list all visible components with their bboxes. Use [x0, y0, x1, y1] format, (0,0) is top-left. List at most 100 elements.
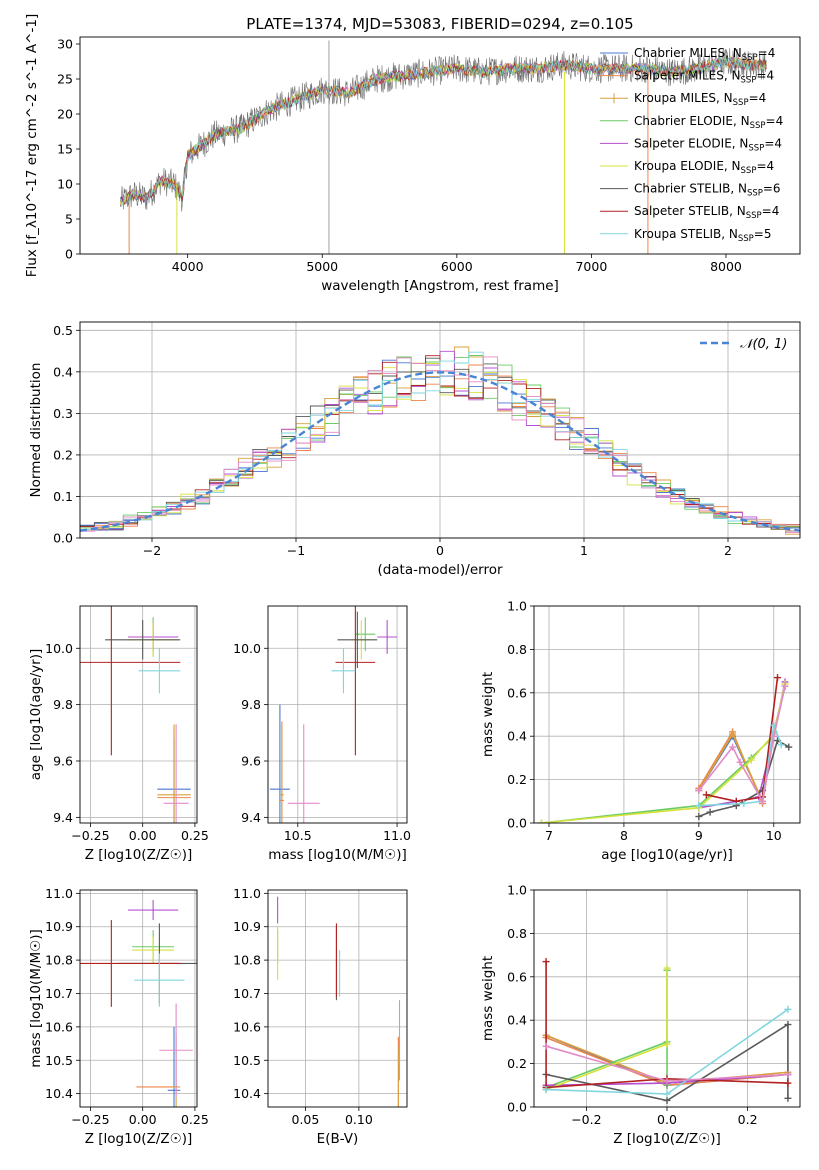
- figure-title: PLATE=1374, MJD=53083, FIBERID=0294, z=0…: [246, 15, 633, 33]
- x-tick-label: 7000: [575, 259, 607, 274]
- x-axis-label: Z [log10(Z/Z☉)]: [613, 1131, 721, 1147]
- legend-label: Kroupa MILES, NSSP=4: [634, 91, 766, 108]
- x-tick-label: −0.25: [71, 1112, 109, 1127]
- y-tick-label: 0.0: [507, 1100, 527, 1115]
- x-axis-label: mass [log10(M/M☉)]: [268, 847, 407, 863]
- y-tick-label: 15: [57, 142, 73, 157]
- y-tick-label: 10.4: [45, 1086, 73, 1101]
- mass_vs_ebv-frame: [267, 889, 408, 1108]
- x-tick-label: 0.25: [181, 828, 209, 843]
- y-tick-label: 10.6: [233, 1019, 261, 1034]
- y-tick-label: 9.4: [53, 810, 73, 825]
- y-tick-label: 9.6: [241, 754, 261, 769]
- legend-label: Salpeter ELODIE, NSSP=4: [634, 136, 782, 153]
- x-tick-label: 7: [545, 828, 553, 843]
- x-tick-label: 10: [766, 828, 782, 843]
- weight-series-line: [545, 961, 788, 1089]
- age_vs_mass-frame: [267, 605, 408, 824]
- x-tick-label: 0.2: [738, 1112, 758, 1127]
- weight-series-line: [545, 970, 668, 1089]
- y-tick-label: 0.6: [507, 685, 527, 700]
- legend-label: Chabrier ELODIE, NSSP=4: [634, 114, 783, 131]
- y-tick-label: 10.7: [45, 986, 73, 1001]
- x-tick-label: 10.5: [284, 828, 312, 843]
- x-tick-label: −1: [287, 543, 305, 558]
- x-tick-label: 2: [724, 543, 732, 558]
- age_vs_Z-frame: [79, 605, 198, 824]
- y-tick-label: 10.5: [233, 1053, 261, 1068]
- histogram-legend: 𝒩(0, 1): [700, 337, 787, 352]
- x-tick-label: 9: [695, 828, 703, 843]
- spectrum-frame: [79, 36, 801, 255]
- y-tick-label: 0.2: [53, 447, 73, 462]
- x-axis-label: Z [log10(Z/Z☉)]: [85, 847, 193, 863]
- y-tick-label: 10.6: [45, 1019, 73, 1034]
- y-axis-label: mass weight: [480, 672, 496, 757]
- y-tick-label: 30: [57, 37, 73, 52]
- x-tick-label: 0.05: [292, 1112, 320, 1127]
- mass_vs_ebv-points: [277, 896, 401, 1107]
- x-tick-label: 8: [620, 828, 628, 843]
- y-tick-label: 10.4: [233, 1086, 261, 1101]
- x-tick-label: 4000: [172, 259, 204, 274]
- x-tick-label: 0.25: [181, 1112, 209, 1127]
- x-tick-label: 0.10: [345, 1112, 373, 1127]
- weight_vs_age-frame: [533, 605, 801, 824]
- x-axis-label: age [log10(age/yr)]: [601, 847, 733, 863]
- legend-label: Kroupa ELODIE, NSSP=4: [634, 159, 774, 176]
- spectrum-lines: [120, 40, 767, 254]
- y-tick-label: 0.2: [507, 772, 527, 787]
- weight-series-line: [545, 968, 668, 1091]
- y-tick-label: 10.5: [45, 1053, 73, 1068]
- y-tick-label: 10.9: [233, 919, 261, 934]
- x-tick-label: 0: [436, 543, 444, 558]
- y-tick-label: 0.6: [507, 969, 527, 984]
- y-tick-label: 0.0: [507, 816, 527, 831]
- x-tick-label: 11.0: [383, 828, 411, 843]
- mass_vs_ebv-axes: 0.05 0.10 10.4 10.5 10.6 10.7 10.8 10.9 11.0 E(B-…: [233, 886, 407, 1147]
- x-axis-label: (data-model)/error: [377, 562, 503, 578]
- y-tick-label: 20: [57, 107, 73, 122]
- legend-label: Chabrier MILES, NSSP=4: [634, 46, 775, 63]
- histogram-steps: [80, 346, 800, 535]
- residual_hist-axes: −2 −1 0 1 2 0.0 0.1 0.2 0.3 0.4 0.5 (data-model)/er…: [28, 322, 800, 578]
- x-axis-label: Z [log10(Z/Z☉)]: [85, 1131, 193, 1147]
- y-tick-label: 0.5: [53, 323, 73, 338]
- y-axis-label: Flux [f_λ10^-17 erg cm^-2 s^-1 A^-1]: [24, 14, 40, 277]
- y-tick-label: 10.7: [233, 986, 261, 1001]
- y-axis-label: mass [log10(M/M☉)]: [28, 929, 44, 1068]
- weight_vs_Z-lines: [542, 958, 792, 1104]
- x-tick-label: −0.25: [71, 828, 109, 843]
- y-tick-label: 0.1: [53, 489, 73, 504]
- age_vs_Z-axes: −0.25 0.00 0.25 9.4 9.6 9.8 10.0 Z [log10(Z/Z☉)…: [28, 606, 209, 863]
- x-tick-label: 6000: [441, 259, 473, 274]
- y-tick-label: 9.8: [241, 697, 261, 712]
- x-tick-label: −2: [143, 543, 161, 558]
- y-tick-label: 0.8: [507, 642, 527, 657]
- histogram-series: [80, 351, 800, 531]
- gaussian-curve: [80, 371, 800, 532]
- x-axis-label: wavelength [Angstrom, rest frame]: [321, 278, 559, 294]
- weight-series-line: [545, 1023, 789, 1102]
- x-tick-label: 0.0: [657, 1112, 677, 1127]
- y-tick-label: 10.8: [233, 953, 261, 968]
- y-tick-label: 0.3: [53, 406, 73, 421]
- y-tick-label: 0.4: [507, 729, 527, 744]
- x-tick-label: 1: [580, 543, 588, 558]
- age_vs_mass-axes: 10.5 11.0 9.4 9.6 9.8 10.0 mass [log10(M/M☉)]: [233, 606, 411, 863]
- weight-series-line: [706, 677, 779, 803]
- legend-label: 𝒩(0, 1): [740, 337, 787, 352]
- x-tick-label: −0.2: [571, 1112, 601, 1127]
- x-tick-label: 5000: [306, 259, 338, 274]
- y-tick-label: 9.8: [53, 697, 73, 712]
- y-tick-label: 10.8: [45, 953, 73, 968]
- mass_vs_Z-points: [80, 900, 197, 1107]
- mass_vs_Z-axes: −0.25 0.00 0.25 10.4 10.5 10.6 10.7 10.8 10.9 11.…: [28, 886, 209, 1147]
- spectrum-model-line: [120, 56, 767, 207]
- y-tick-label: 0: [65, 247, 73, 262]
- histogram-frame: [79, 321, 801, 539]
- y-tick-label: 10: [57, 177, 73, 192]
- legend-label: Chabrier STELIB, NSSP=6: [634, 182, 781, 199]
- legend-label: Kroupa STELIB, NSSP=5: [634, 227, 772, 244]
